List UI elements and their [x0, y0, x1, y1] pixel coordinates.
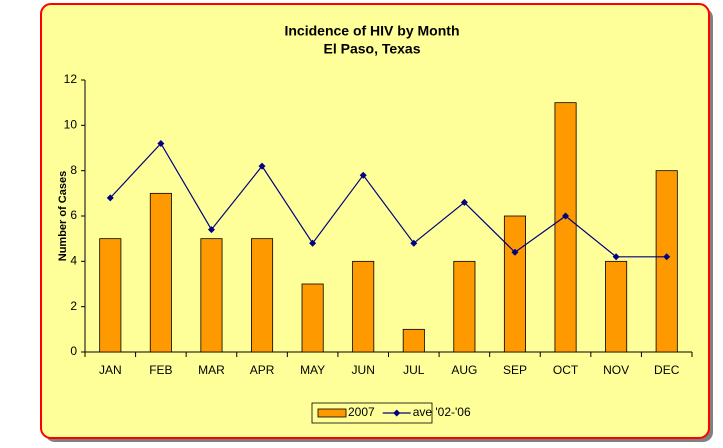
x-tick-label: JAN — [99, 363, 122, 377]
x-tick-label: FEB — [149, 363, 172, 377]
x-tick-label: JUL — [403, 363, 425, 377]
x-tick-label: MAR — [198, 363, 225, 377]
y-tick-label: 2 — [70, 299, 77, 313]
chart-title: Incidence of HIV by Month — [284, 23, 459, 39]
x-tick-label: JUN — [352, 363, 375, 377]
x-tick-label: AUG — [451, 363, 477, 377]
line-marker — [460, 198, 468, 206]
x-tick-label: SEP — [503, 363, 527, 377]
line-marker — [511, 248, 519, 256]
y-tick-label: 8 — [70, 163, 77, 177]
bar — [352, 260, 375, 353]
x-tick-label: APR — [250, 363, 275, 377]
bar — [149, 192, 172, 353]
bar — [200, 238, 223, 353]
line-marker — [157, 139, 165, 147]
y-tick-label: 12 — [64, 72, 78, 86]
bar — [605, 260, 628, 353]
y-axis-title: Number of Cases — [57, 171, 69, 261]
line — [109, 142, 667, 258]
x-tick-label: OCT — [553, 363, 579, 377]
legend-box — [311, 402, 433, 424]
legend-label: 2007 — [348, 405, 375, 419]
legend-marker — [393, 409, 401, 417]
chart-subtitle: El Paso, Texas — [323, 41, 420, 57]
x-tick-label: DEC — [654, 363, 680, 377]
y-tick-label: 6 — [70, 208, 77, 222]
bar — [503, 215, 526, 353]
bar — [99, 238, 122, 353]
bar — [554, 102, 577, 353]
line-marker — [562, 212, 570, 220]
x-tick-label: MAY — [300, 363, 325, 377]
y-tick-label: 0 — [70, 344, 77, 358]
legend-label: ave '02-'06 — [413, 405, 471, 419]
line-marker — [309, 239, 317, 247]
line-marker — [612, 253, 620, 261]
x-tick-label: NOV — [603, 363, 629, 377]
bar — [402, 328, 425, 353]
line-marker — [258, 162, 266, 170]
line-marker — [359, 171, 367, 179]
bar — [453, 260, 476, 353]
line-marker — [663, 253, 671, 261]
bar — [655, 170, 678, 353]
bar — [251, 238, 274, 353]
line-marker — [106, 194, 114, 202]
y-tick-label: 4 — [70, 254, 77, 268]
line-marker — [410, 239, 418, 247]
line-marker — [207, 226, 215, 234]
y-tick-label: 10 — [64, 118, 78, 132]
legend-swatch — [317, 408, 347, 418]
bar — [301, 283, 324, 353]
